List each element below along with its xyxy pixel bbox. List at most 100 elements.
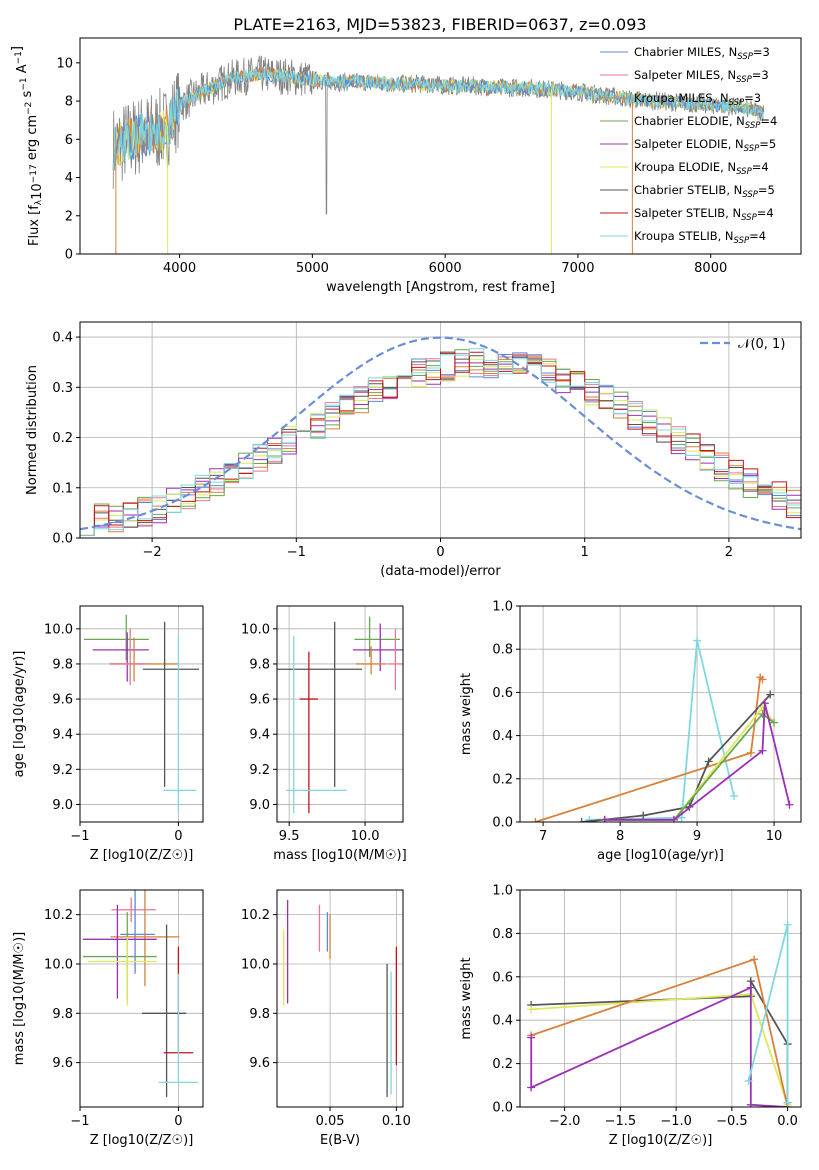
y-axis-label: mass weight (459, 957, 474, 1039)
y-axis-label-part: s (20, 90, 35, 101)
legend-entry-sub: SSP (734, 236, 750, 246)
y-axis-label-part: A (15, 64, 30, 77)
weight-marker (746, 1100, 755, 1107)
x-tick-label: 0 (174, 1114, 182, 1129)
y-tick-label: 0.4 (492, 729, 513, 744)
y-tick-label: 9.6 (52, 693, 73, 708)
figure-title: PLATE=2163, MJD=53823, FIBERID=0637, z=0… (233, 15, 646, 34)
x-axis-label: Z [log10(Z/Z☉)] (90, 848, 194, 863)
x-tick-label: 7000 (561, 261, 594, 276)
x-tick-label: 0.05 (316, 1114, 345, 1129)
x-tick-label: 10.0 (351, 829, 380, 844)
gridlines (520, 889, 801, 1108)
legend-entry-name: Kroupa STELIB, N (634, 229, 734, 243)
legend-entry-tail: =3 (744, 91, 761, 105)
x-tick-label: 2 (725, 545, 733, 560)
weight-marker (744, 1076, 753, 1085)
x-tick-label: 0 (436, 545, 444, 560)
axes-spectrum: 4000 5000 6000 7000 8000 0 2 4 6 8 10 wavelength [A… (10, 37, 802, 295)
y-tick-label: 0.0 (492, 816, 513, 831)
weight-marker (527, 1083, 536, 1092)
weight-marker (746, 748, 755, 757)
y-axis-label: age [log10(age/yr)] (12, 651, 27, 778)
legend-entry-name: Salpeter ELODIE, N (634, 137, 744, 151)
weight-marker (758, 746, 767, 755)
data-spectrum (112, 55, 765, 215)
y-axis-label: Normed distribution (25, 365, 40, 495)
y-tick-label: 9.8 (52, 1007, 73, 1022)
x-tick-label: 6000 (429, 261, 462, 276)
plot-area (277, 616, 403, 814)
x-axis-label: E(B-V) (320, 1133, 360, 1148)
legend-entry-tail: =4 (757, 206, 774, 220)
plot-area (80, 336, 801, 536)
weight-marker (527, 1033, 536, 1042)
x-tick-label: 0.10 (382, 1114, 411, 1129)
weight-marker (766, 690, 775, 699)
legend-entry: Salpeter ELODIE, NSSP=5 (634, 137, 776, 154)
y-axis-label-part: −17 (29, 164, 39, 183)
weight-marker (693, 636, 702, 645)
x-tick-label: −1 (70, 1114, 89, 1129)
x-tick-label: 0 (174, 829, 182, 844)
x-tick-label: 9 (693, 829, 701, 844)
x-tick-label: 4000 (163, 261, 196, 276)
plot-area (82, 890, 199, 1098)
y-tick-label: 10.2 (241, 908, 270, 923)
axes-frame (519, 889, 802, 1108)
y-tick-label: 9.8 (249, 1007, 270, 1022)
legend-entry-sub: SSP (736, 167, 752, 177)
legend-entry: Chabrier STELIB, NSSP=5 (634, 183, 775, 200)
y-tick-label: 9.6 (52, 1056, 73, 1071)
legend-entry-name: Salpeter MILES, N (634, 68, 736, 82)
y-axis-label-part: 10 (30, 183, 45, 200)
y-tick-label: 9.0 (249, 798, 270, 813)
y-tick-label: 9.0 (52, 798, 73, 813)
x-tick-label: 1 (581, 545, 589, 560)
x-axis-label: Z [log10(Z/Z☉)] (609, 1133, 713, 1148)
gridlines (79, 606, 203, 822)
x-tick-label: −2.0 (549, 1114, 581, 1129)
legend-entry-sub: SSP (736, 75, 752, 85)
x-tick-label: 0.0 (777, 1114, 798, 1129)
legend-entry-name: Chabrier STELIB, N (634, 183, 742, 197)
x-tick-label: 8000 (694, 261, 727, 276)
plot-area (112, 55, 765, 254)
y-tick-label: 10 (56, 56, 73, 71)
axes-frame (519, 605, 802, 823)
plot-area (531, 636, 794, 822)
y-tick-label: 0.8 (492, 927, 513, 942)
x-tick-label: 10 (766, 829, 783, 844)
y-tick-label: 0 (65, 248, 73, 263)
y-axis-label-part: −1 (19, 77, 29, 90)
y-tick-label: 0.8 (492, 643, 513, 658)
y-tick-label: 0.2 (492, 1057, 513, 1072)
legend-entry-name: Kroupa ELODIE, N (634, 160, 736, 174)
weight-marker (770, 718, 779, 727)
axes-residuals: −2 −1 0 1 2 0.0 0.1 0.2 0.3 0.4 (data-model)/error… (25, 321, 802, 579)
weight-marker (669, 815, 678, 822)
y-axis-label-part: −1 (14, 51, 24, 64)
x-axis-label: mass [log10(M/M☉)] (273, 848, 406, 863)
x-tick-label: −0.5 (716, 1114, 748, 1129)
plot-area (83, 614, 200, 814)
legend-entry: Chabrier ELODIE, NSSP=4 (634, 114, 777, 131)
weight-marker (600, 815, 609, 822)
axes-mass_vs_Z: −1 0 9.6 9.8 10.0 10.2 Z [log10(Z/Z☉)] mass [lo… (12, 889, 204, 1148)
legend-entry: Kroupa STELIB, NSSP=4 (634, 229, 766, 246)
legend-entry-tail: =4 (752, 160, 769, 174)
model-spectrum-kroupa_stelib (112, 68, 764, 170)
legend-entry-name: Chabrier MILES, N (634, 45, 737, 59)
y-axis-label: mass weight (459, 673, 474, 755)
y-tick-label: 0.2 (492, 772, 513, 787)
y-tick-label: 6 (65, 133, 73, 148)
legend-entry: Kroupa ELODIE, NSSP=4 (634, 160, 769, 177)
y-tick-label: 0.3 (52, 381, 73, 396)
x-tick-label: 7 (539, 829, 547, 844)
y-tick-label: 0.1 (52, 481, 73, 496)
y-tick-label: 10.0 (241, 957, 270, 972)
y-tick-label: 8 (65, 95, 73, 110)
legend-entry-name: Kroupa MILES, N (634, 91, 729, 105)
weight-marker (639, 811, 648, 820)
